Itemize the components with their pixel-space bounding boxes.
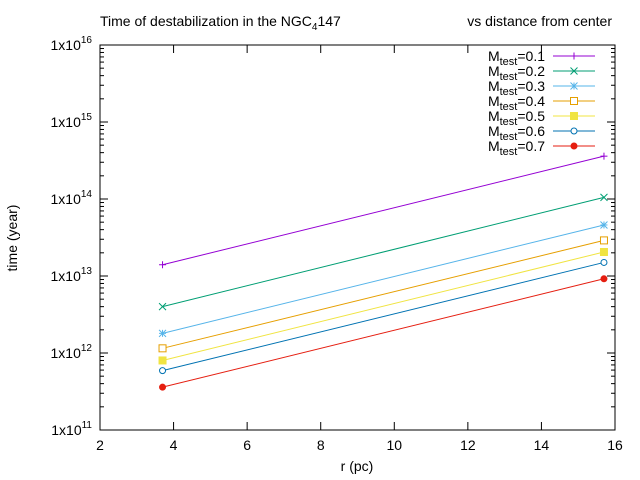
data-point bbox=[158, 344, 167, 353]
marker-shape bbox=[570, 142, 578, 150]
marker-shape bbox=[570, 97, 578, 105]
series-line bbox=[162, 224, 605, 334]
series-layer bbox=[158, 152, 608, 391]
series-line bbox=[162, 261, 605, 372]
x-tick-label: 14 bbox=[534, 437, 550, 453]
data-point bbox=[570, 97, 578, 105]
x-axis-label: r (pc) bbox=[341, 458, 374, 474]
chart-title: Time of destabilization in the NGC4147 bbox=[100, 13, 341, 33]
data-point bbox=[570, 127, 578, 135]
marker-shape bbox=[159, 367, 167, 375]
marker-stroke bbox=[570, 82, 578, 90]
series-line bbox=[162, 155, 605, 266]
y-tick-label: 1x1014 bbox=[51, 189, 93, 207]
marker-shape bbox=[599, 236, 608, 245]
plot-frame bbox=[99, 44, 616, 431]
data-point bbox=[599, 236, 608, 245]
series-line bbox=[162, 239, 605, 349]
marker-stroke bbox=[158, 302, 167, 311]
data-point bbox=[599, 247, 608, 256]
x-tick-label: 2 bbox=[96, 437, 104, 453]
y-tick-label: 1x1011 bbox=[51, 420, 92, 438]
legend-label: Mtest=0.7 bbox=[488, 138, 545, 158]
data-point bbox=[600, 258, 608, 266]
series-line bbox=[162, 278, 605, 388]
y-tick-label: 1x1015 bbox=[51, 112, 93, 130]
data-point bbox=[158, 356, 167, 365]
data-point bbox=[600, 193, 608, 202]
y-tick-label: 1x1013 bbox=[51, 266, 93, 284]
axis-ticks: 2 4 6 8 10 12 14 16 1x1011 1x1012 1x1013 1x1014 1x10… bbox=[51, 35, 623, 453]
series-line bbox=[162, 251, 605, 361]
data-point bbox=[570, 142, 578, 150]
data-point bbox=[570, 112, 578, 120]
x-tick-label: 6 bbox=[243, 437, 251, 453]
legend-label: Mtest=0.1 bbox=[488, 48, 545, 68]
legend-label: Mtest=0.5 bbox=[488, 108, 545, 128]
legend: Mtest=0.1Mtest=0.2Mtest=0.3Mtest=0.4Mtes… bbox=[488, 48, 595, 158]
legend-label: Mtest=0.4 bbox=[488, 93, 545, 113]
marker-stroke bbox=[600, 193, 608, 202]
marker-shape bbox=[158, 356, 167, 365]
legend-label: Mtest=0.2 bbox=[488, 63, 545, 83]
marker-shape bbox=[600, 258, 608, 266]
marker-shape bbox=[570, 112, 578, 120]
data-point bbox=[159, 261, 167, 269]
x-tick-label: 8 bbox=[317, 437, 325, 453]
marker-shape bbox=[600, 275, 608, 283]
series-line bbox=[162, 196, 605, 308]
x-tick-label: 12 bbox=[460, 437, 476, 453]
x-tick-label: 4 bbox=[170, 437, 178, 453]
marker-shape bbox=[159, 383, 167, 391]
data-point bbox=[600, 152, 608, 160]
x-tick-label: 10 bbox=[386, 437, 402, 453]
data-point bbox=[159, 383, 167, 391]
y-tick-label: 1x1016 bbox=[51, 35, 93, 53]
chart-subtitle: vs distance from center bbox=[467, 13, 612, 29]
data-point bbox=[158, 329, 167, 338]
marker-shape bbox=[599, 247, 608, 256]
data-point bbox=[570, 52, 578, 60]
legend-label: Mtest=0.3 bbox=[488, 78, 545, 98]
data-point bbox=[570, 82, 578, 90]
x-tick-label: 16 bbox=[607, 437, 623, 453]
marker-stroke bbox=[158, 329, 167, 338]
data-point bbox=[158, 302, 167, 311]
marker-shape bbox=[570, 127, 578, 135]
marker-shape bbox=[158, 344, 167, 353]
y-tick-label: 1x1012 bbox=[51, 343, 93, 361]
legend-label: Mtest=0.6 bbox=[488, 123, 545, 143]
data-point bbox=[159, 367, 167, 375]
y-axis-label: time (year) bbox=[4, 205, 20, 272]
data-point bbox=[600, 275, 608, 283]
data-point bbox=[600, 221, 608, 229]
marker-stroke bbox=[570, 67, 578, 75]
marker-stroke bbox=[600, 221, 608, 229]
data-point bbox=[570, 67, 578, 75]
